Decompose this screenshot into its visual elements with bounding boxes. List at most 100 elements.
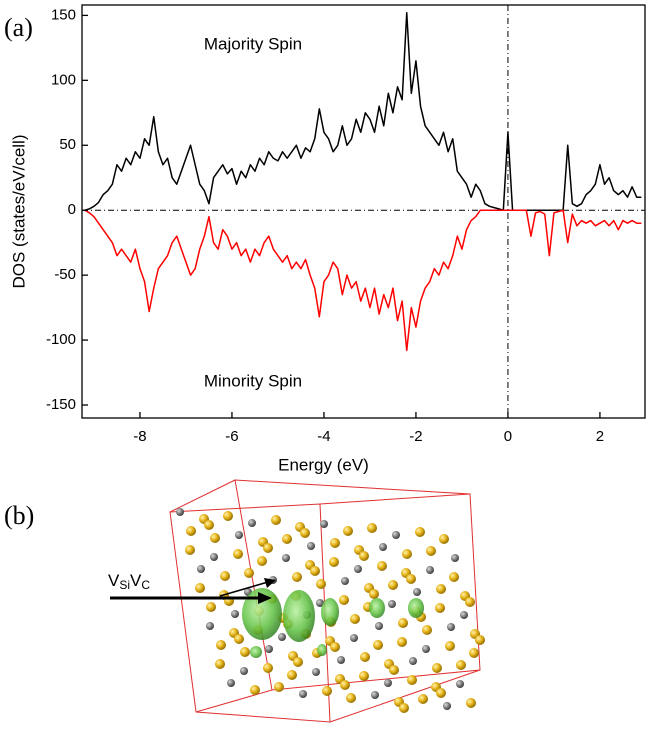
defect-label: VSiVC — [108, 571, 150, 592]
si-atom — [456, 660, 466, 670]
spin-density — [321, 598, 339, 626]
si-atom — [329, 557, 339, 567]
si-atom — [282, 534, 292, 544]
si-atom — [422, 625, 432, 635]
si-atom — [316, 579, 326, 589]
si-atom — [204, 520, 214, 530]
pointer-arrowhead — [258, 592, 272, 604]
defect-label-part: V — [130, 571, 142, 590]
si-atom — [346, 693, 356, 703]
plot-frame — [81, 4, 646, 419]
c-atom — [371, 691, 379, 699]
si-atom — [373, 640, 383, 650]
si-atom — [271, 515, 281, 525]
si-atom — [300, 528, 310, 538]
si-atom — [330, 642, 340, 652]
si-atom — [339, 595, 349, 605]
x-tick-label: 2 — [596, 428, 604, 445]
si-atom — [436, 584, 446, 594]
si-atom — [287, 670, 297, 680]
si-atom — [185, 545, 195, 555]
dos-line — [84, 12, 642, 211]
spin-density — [242, 588, 282, 640]
si-atom — [210, 533, 220, 543]
spin-density — [369, 598, 385, 618]
x-tick-label: -6 — [225, 428, 238, 445]
si-atom — [469, 648, 479, 658]
c-atom — [341, 577, 349, 585]
c-atom — [265, 645, 273, 653]
si-atom — [439, 534, 449, 544]
si-atom — [377, 561, 387, 571]
dos-chart: -150 -100 -50 0 50 100 150 -8 -6 -4 -2 0 2 Energy (eV… — [9, 4, 646, 474]
si-atom — [389, 665, 399, 675]
x-tick-label: -4 — [317, 428, 330, 445]
x-tick-label: -2 — [409, 428, 422, 445]
c-atom — [350, 634, 358, 642]
si-atom — [435, 603, 445, 613]
si-atom — [398, 618, 408, 628]
c-atom — [447, 623, 455, 631]
si-atom — [263, 663, 273, 673]
c-atom — [354, 565, 362, 573]
y-axis-title: DOS (states/eV/cell) — [9, 135, 28, 289]
c-atom — [197, 565, 205, 573]
si-atom — [350, 614, 360, 624]
defect-label-part: V — [108, 571, 120, 590]
y-tick-label: -150 — [46, 396, 76, 413]
c-atom — [337, 656, 345, 664]
c-atom — [299, 690, 307, 698]
si-atom — [233, 549, 243, 559]
c-atom — [379, 543, 387, 551]
pointer-arrow — [219, 581, 269, 597]
si-atom — [223, 511, 233, 521]
c-atom — [456, 680, 464, 688]
spin-density — [408, 598, 424, 618]
y-tick-label: 50 — [59, 136, 76, 153]
si-atom — [367, 523, 377, 533]
c-atom — [282, 554, 290, 562]
cell-edge — [319, 493, 471, 505]
si-atom — [343, 526, 353, 536]
cell-edge — [195, 689, 273, 713]
si-atom — [293, 657, 303, 667]
annotation: Minority Spin — [204, 371, 302, 390]
si-atom — [449, 572, 459, 582]
spin-density — [317, 644, 327, 656]
x-tick-label: -8 — [133, 428, 146, 445]
c-atom — [426, 566, 434, 574]
si-atom — [244, 568, 254, 578]
si-atom — [399, 703, 409, 713]
si-atom — [195, 583, 205, 593]
si-atom — [340, 680, 350, 690]
si-atom — [310, 566, 320, 576]
c-atom — [443, 702, 451, 710]
si-atom — [263, 543, 273, 553]
x-axis-title: Energy (eV) — [278, 455, 369, 474]
si-atom — [406, 574, 416, 584]
si-atom — [240, 647, 250, 657]
c-atom — [240, 667, 248, 675]
si-atom — [388, 580, 398, 590]
si-atom — [445, 641, 455, 651]
y-tick-label: -50 — [54, 266, 76, 283]
si-atom — [322, 686, 332, 696]
c-atom — [388, 600, 396, 608]
si-atom — [359, 551, 369, 561]
c-atom — [451, 554, 459, 562]
si-atom — [360, 652, 370, 662]
si-atom — [292, 572, 302, 582]
c-atom — [235, 531, 243, 539]
c-atom — [307, 542, 315, 550]
si-atom — [418, 694, 428, 704]
si-atom — [436, 688, 446, 698]
si-atom — [402, 549, 412, 559]
c-atom — [409, 657, 417, 665]
si-atom — [397, 637, 407, 647]
defect-label-part: C — [141, 578, 150, 592]
panel-label: (a) — [4, 13, 33, 42]
pointer-arrowhead — [264, 578, 276, 588]
c-atom — [210, 553, 218, 561]
c-atom — [231, 610, 239, 618]
